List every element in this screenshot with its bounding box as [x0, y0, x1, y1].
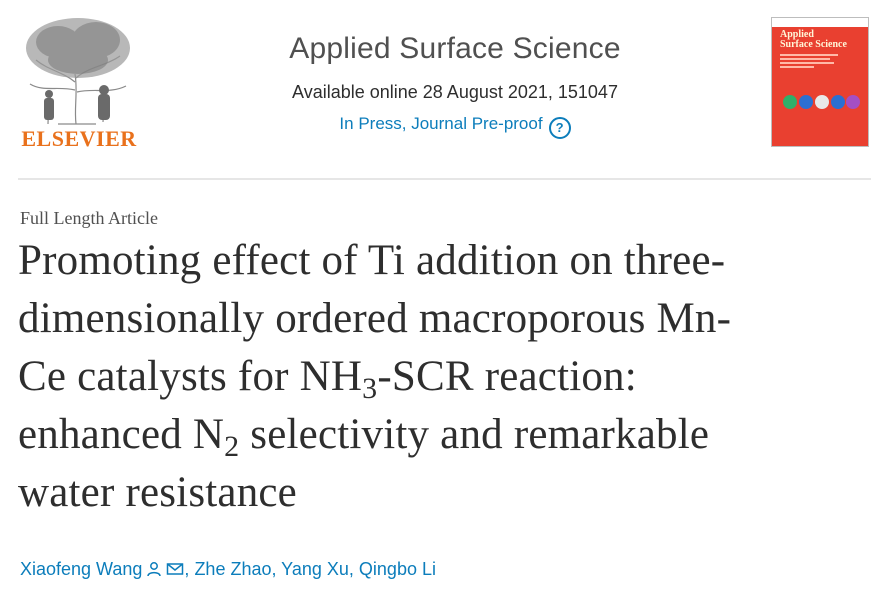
cover-header-strip: [772, 18, 868, 27]
title-subscript-2: 2: [224, 430, 240, 463]
question-circle-icon[interactable]: ?: [548, 117, 571, 139]
header-divider: [18, 178, 871, 180]
status-text: In Press, Journal Pre-proof: [339, 114, 543, 133]
journal-header: ELSEVIER Applied Surface Science Availab…: [0, 0, 893, 180]
cover-text-lines: [780, 54, 840, 70]
cover-title: Applied Surface Science: [780, 30, 847, 50]
title-subscript-3: 3: [362, 372, 378, 405]
author-link[interactable]: Xiaofeng Wang: [20, 559, 143, 579]
elsevier-logo[interactable]: [18, 12, 138, 152]
title-line-2: dimensionally ordered macroporous Mn-: [18, 295, 732, 342]
title-line-4a: enhanced N: [18, 411, 225, 458]
title-line-4b: selectivity and remarkable: [239, 411, 710, 458]
cover-artwork-icon: [783, 95, 860, 109]
author-list: Xiaofeng Wang, Zhe Zhao, Yang Xu, Qingbo…: [20, 559, 436, 580]
article-title: Promoting effect of Ti addition on three…: [18, 232, 878, 522]
journal-title-link[interactable]: Applied Surface Science: [289, 32, 621, 65]
title-line-1: Promoting effect of Ti addition on three…: [18, 237, 726, 284]
author-separator: ,: [184, 559, 195, 579]
cover-title-line2: Surface Science: [780, 39, 847, 50]
cover-title-line1: Applied: [780, 29, 814, 40]
author-separator: ,: [348, 559, 359, 579]
envelope-icon[interactable]: [166, 561, 184, 577]
publisher-wordmark: ELSEVIER: [21, 126, 137, 151]
author-separator: ,: [271, 559, 282, 579]
title-line-3b: -SCR reaction:: [377, 353, 637, 400]
author-link[interactable]: Yang Xu: [281, 559, 349, 579]
elsevier-tree-icon: [26, 18, 130, 125]
person-icon[interactable]: [146, 561, 162, 577]
journal-cover-thumbnail[interactable]: Applied Surface Science: [771, 17, 869, 147]
author-link[interactable]: Qingbo Li: [358, 559, 436, 579]
publication-status: In Press, Journal Pre-proof?: [240, 114, 670, 139]
title-line-5: water resistance: [18, 469, 297, 516]
availability-date: Available online 28 August 2021, 151047: [292, 82, 618, 102]
author-link[interactable]: Zhe Zhao: [194, 559, 272, 579]
title-line-3a: Ce catalysts for NH: [18, 353, 363, 400]
article-type: Full Length Article: [20, 208, 158, 228]
